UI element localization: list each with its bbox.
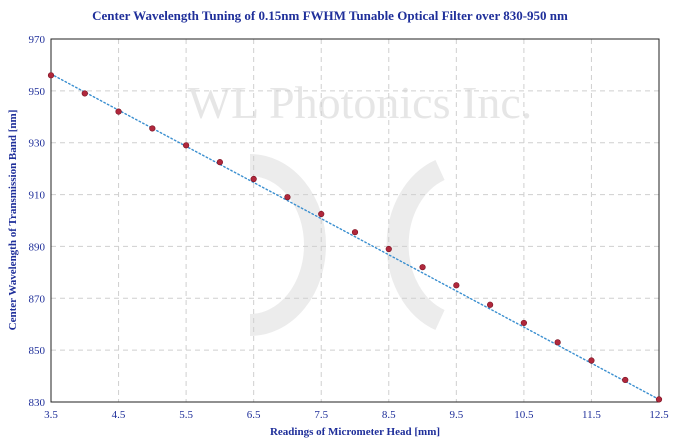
data-point xyxy=(520,319,527,327)
data-point xyxy=(351,229,359,236)
data-point xyxy=(284,194,291,201)
watermark: WL Photonics Inc. xyxy=(188,77,533,336)
data-point xyxy=(487,301,494,308)
trend-line xyxy=(50,73,660,401)
y-axis: 830 850 870 890 910 930 950 970 xyxy=(29,34,46,409)
x-tick-label: 8.5 xyxy=(382,409,396,421)
data-point xyxy=(250,175,257,183)
y-tick-label: 870 xyxy=(29,293,46,305)
data-point xyxy=(115,108,122,115)
x-tick-label: 9.5 xyxy=(449,409,463,421)
data-point xyxy=(588,357,595,364)
plot-area xyxy=(50,38,660,403)
x-axis: 3.5 4.5 5.5 6.5 7.5 8.5 9.5 10.5 11.5 12.5 xyxy=(44,409,669,421)
x-tick-label: 7.5 xyxy=(314,409,328,421)
y-tick-label: 850 xyxy=(29,345,46,357)
y-tick-label: 830 xyxy=(29,397,46,409)
data-point xyxy=(655,396,663,403)
data-point xyxy=(318,210,325,218)
x-tick-label: 4.5 xyxy=(112,409,126,421)
series-layer xyxy=(47,72,663,403)
data-point xyxy=(622,376,629,384)
y-tick-label: 970 xyxy=(29,34,46,46)
y-tick-label: 910 xyxy=(29,190,46,202)
x-tick-label: 6.5 xyxy=(247,409,261,421)
x-tick-label: 3.5 xyxy=(44,409,58,421)
y-tick-label: 930 xyxy=(29,138,46,150)
data-point xyxy=(419,264,426,271)
x-tick-label: 11.5 xyxy=(582,409,601,421)
data-point xyxy=(183,142,190,149)
y-tick-label: 950 xyxy=(29,86,46,98)
watermark-text: WL Photonics Inc. xyxy=(188,77,533,128)
chart-title: Center Wavelength Tuning of 0.15nm FWHM … xyxy=(92,8,568,23)
watermark-logo-icon xyxy=(249,154,445,336)
data-point xyxy=(81,90,88,97)
y-tick-label: 890 xyxy=(29,241,46,253)
x-axis-label: Readings of Micrometer Head [mm] xyxy=(270,426,440,438)
data-point xyxy=(453,282,460,289)
data-point xyxy=(149,125,156,132)
data-point xyxy=(47,72,55,79)
y-axis-label: Center Wavelength of Transmission Band [… xyxy=(7,110,19,331)
x-tick-label: 10.5 xyxy=(514,409,534,421)
x-tick-label: 5.5 xyxy=(179,409,193,421)
data-point xyxy=(385,245,392,253)
data-point xyxy=(554,339,561,346)
data-point xyxy=(216,159,223,166)
x-tick-label: 12.5 xyxy=(649,409,669,421)
